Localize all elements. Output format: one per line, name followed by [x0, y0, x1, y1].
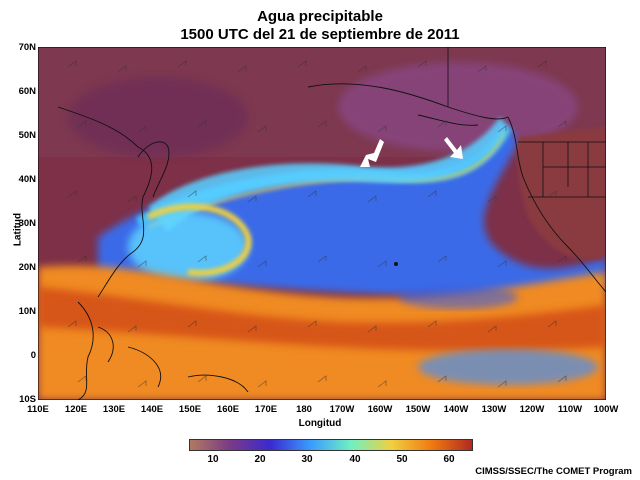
chart-subtitle: 1500 UTC del 21 de septiembre de 2011 [180, 26, 460, 43]
x-axis-label: Longitud [298, 418, 342, 429]
colorbar-label-30: 30 [301, 454, 313, 465]
lat-tick-40n: 40N [18, 174, 36, 185]
lat-tick-0: 0 [30, 350, 36, 361]
lon-tick-100w: 100W [593, 404, 619, 415]
lat-tick-50n: 50N [18, 130, 36, 141]
y-axis-label: Latitud [12, 212, 24, 247]
lat-tick-70n: 70N [18, 42, 36, 53]
lat-tick-30n: 30N [18, 218, 36, 229]
colorbar [189, 439, 473, 451]
political-boundaries [447, 47, 606, 198]
lat-tick-10n: 10N [18, 306, 36, 317]
lon-tick-130w: 130W [481, 404, 507, 415]
lon-tick-180: 180 [296, 404, 312, 415]
lon-tick-130e: 130E [102, 404, 126, 415]
lon-tick-170e: 170E [254, 404, 278, 415]
arrow-west [360, 139, 384, 167]
credit-text: CIMSS/SSEC/The COMET Program [475, 466, 632, 477]
hawaii [394, 262, 398, 266]
lon-tick-120e: 120E [64, 404, 88, 415]
colorbar-label-50: 50 [396, 454, 408, 465]
lat-tick-10s: 10S [19, 394, 36, 405]
lon-tick-140w: 140W [443, 404, 469, 415]
lat-tick-20n: 20N [18, 262, 36, 273]
colorbar-label-40: 40 [349, 454, 361, 465]
lon-tick-110w: 110W [557, 404, 583, 415]
lat-tick-60n: 60N [18, 86, 36, 97]
lon-tick-150w: 150W [405, 404, 431, 415]
lon-tick-140e: 140E [140, 404, 164, 415]
lon-tick-120w: 120W [519, 404, 545, 415]
wind-barbs [67, 60, 567, 388]
arrow-east [444, 137, 463, 159]
colorbar-label-10: 10 [207, 454, 219, 465]
precipitable-water-map [38, 47, 606, 400]
lon-tick-110e: 110E [27, 404, 49, 415]
colorbar-label-20: 20 [254, 454, 266, 465]
lon-tick-160e: 160E [216, 404, 240, 415]
coastlines [57, 83, 606, 400]
chart-title: Agua precipitable [257, 8, 383, 25]
lon-tick-170w: 170W [329, 404, 355, 415]
lon-tick-150e: 150E [178, 404, 202, 415]
colorbar-label-60: 60 [443, 454, 455, 465]
lon-tick-160w: 160W [367, 404, 393, 415]
